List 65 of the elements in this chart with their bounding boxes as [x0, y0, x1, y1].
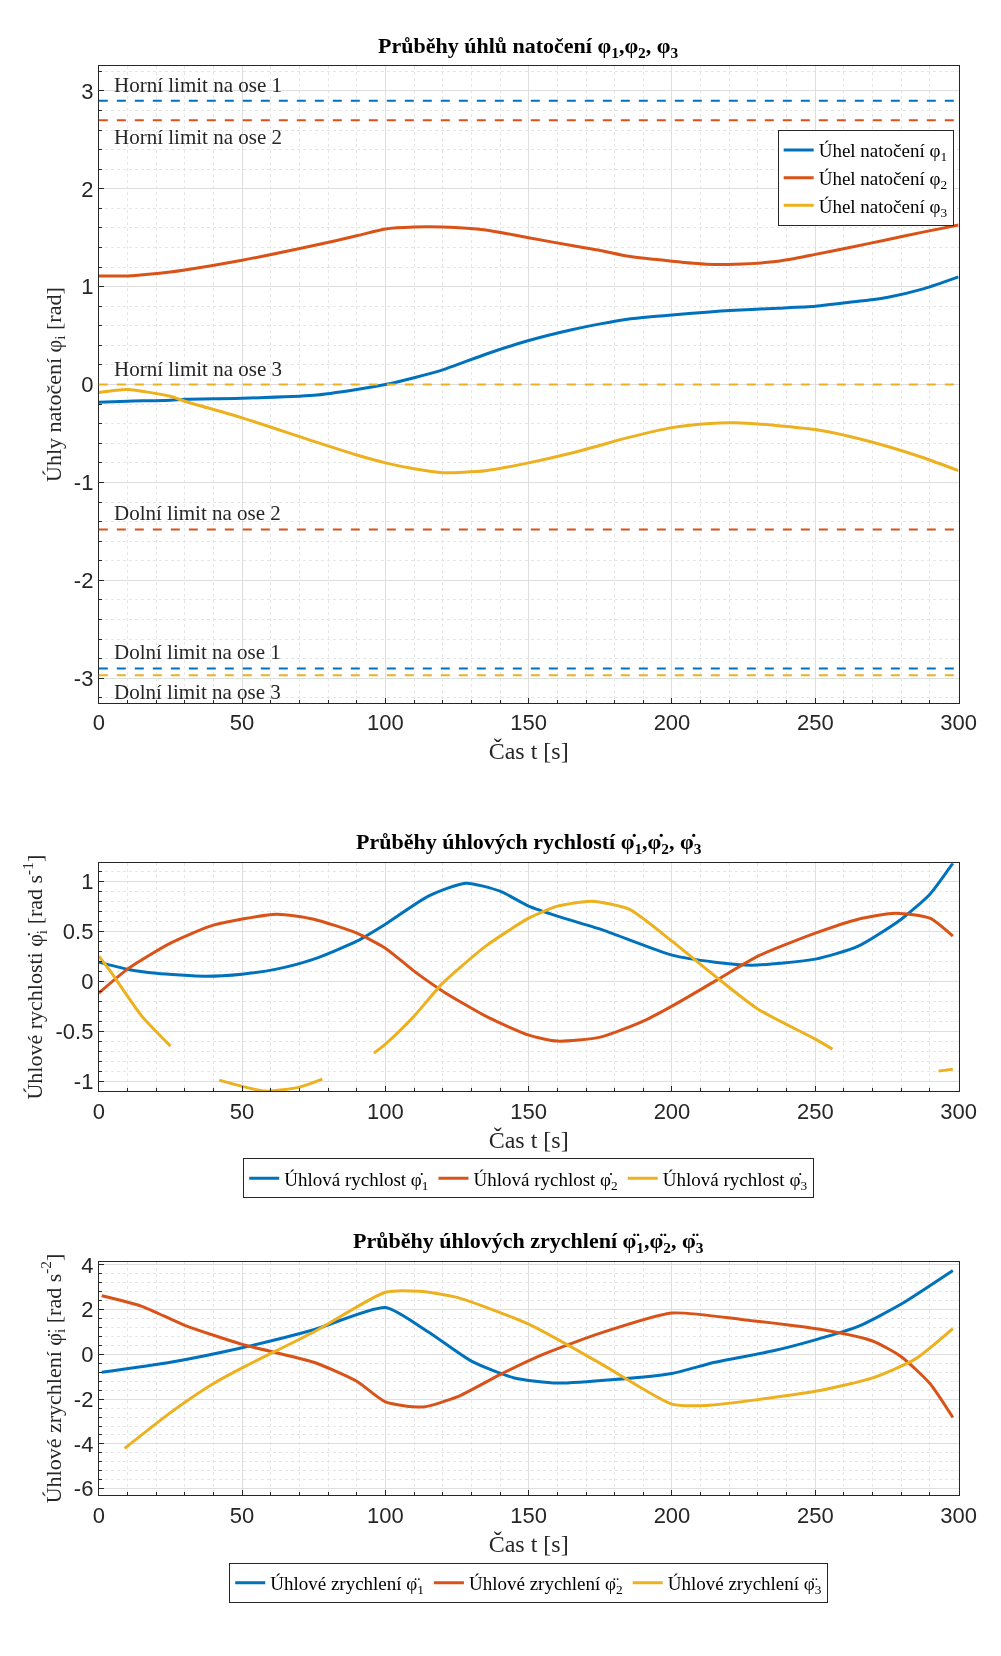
x-tick-label: 200: [653, 710, 691, 736]
ref-line-label: Dolní limit na ose 2: [114, 501, 281, 525]
line-series: [123, 1289, 955, 1450]
y-tick-label: -1: [73, 470, 94, 496]
x-tick-label: 100: [367, 1502, 404, 1528]
ref-line-label: Dolní limit na ose 3: [114, 680, 281, 704]
x-tick-label: 100: [367, 1098, 404, 1124]
x-tick-label: 150: [510, 1098, 548, 1124]
legend-label: Úhlové zrychlení φ̈$_{1}$: [270, 1573, 424, 1598]
x-tick-label: 150: [510, 710, 548, 736]
y-tick-label: 3: [81, 78, 94, 104]
y-tick-label: 0.5: [62, 918, 94, 944]
x-tick-label: 50: [229, 1502, 255, 1528]
line-series: [98, 387, 959, 475]
line-series: [100, 1269, 955, 1385]
y-tick-label: -3: [73, 665, 94, 691]
x-tick-label: 150: [510, 1502, 548, 1528]
y-tick-label: 1: [81, 274, 94, 300]
x-tick-label: 300: [940, 1098, 977, 1124]
x-tick-label: 50: [229, 1098, 255, 1124]
x-axis-title: Čas t [s]: [488, 1126, 569, 1153]
legend-label: Úhlová rychlost φ̇$_{1}$: [284, 1168, 429, 1193]
legend-label: Úhlové zrychlení φ̈$_{2}$: [468, 1573, 623, 1598]
y-tick-label: 4: [81, 1252, 94, 1278]
line-series: [98, 911, 955, 1043]
y-tick-label: -2: [73, 568, 94, 594]
legend-label: Úhlová rychlost φ̇$_{3}$: [662, 1168, 808, 1193]
x-tick-label: 200: [653, 1502, 691, 1528]
x-tick-label: 250: [796, 710, 834, 736]
y-tick-label: -6: [73, 1476, 94, 1502]
y-tick-label: -0.5: [55, 1018, 94, 1044]
y-tick-label: -1: [73, 1068, 94, 1094]
ref-line-label: Horní limit na ose 3: [114, 357, 282, 381]
chart-title: Průběhy úhlů natočení φ$_{1}$,φ$_{2}$, φ$_{3}$: [378, 33, 679, 61]
y-tick-label: -4: [73, 1431, 94, 1457]
legend-label: Úhel natočení φ$_{3}$: [818, 195, 948, 220]
ref-line-label: Horní limit na ose 1: [114, 73, 282, 97]
x-tick-label: 50: [229, 710, 255, 736]
x-tick-label: 250: [796, 1098, 834, 1124]
line-series: [100, 1294, 955, 1420]
legend-label: Úhel natočení φ$_{1}$: [818, 140, 948, 165]
x-axis-title: Čas t [s]: [488, 738, 569, 765]
line-series: [98, 275, 959, 404]
x-axis-title: Čas t [s]: [488, 1531, 569, 1558]
line-series: [98, 863, 955, 978]
legend-label: Úhlové zrychlení φ̈$_{3}$: [667, 1573, 822, 1598]
y-tick-label: -2: [73, 1386, 94, 1412]
x-tick-label: 200: [653, 1098, 691, 1124]
y-tick-label: 0: [81, 968, 94, 994]
y-tick-label: 0: [81, 1342, 94, 1368]
legend-label: Úhlová rychlost φ̇$_{2}$: [473, 1168, 618, 1193]
y-tick-label: 2: [81, 176, 94, 202]
y-tick-label: 2: [81, 1297, 94, 1323]
x-tick-label: 100: [367, 710, 404, 736]
y-tick-label: 1: [81, 868, 94, 894]
line-series: [98, 223, 959, 278]
x-tick-label: 300: [940, 1502, 977, 1528]
chart-title: Průběhy úhlových zrychlení φ̈$_{1}$,φ̈$_{2}$, φ̈$_{3}$: [353, 1228, 704, 1256]
ref-line-label: Dolní limit na ose 1: [114, 640, 281, 664]
legend-label: Úhel natočení φ$_{2}$: [818, 168, 948, 193]
chart-title: Průběhy úhlových rychlostí φ̇$_{1}$,φ̇$_{2}$, φ̇$_{3}$: [356, 829, 702, 857]
x-tick-label: 250: [796, 1502, 834, 1528]
ref-line-label: Horní limit na ose 2: [114, 125, 282, 149]
y-tick-label: 0: [81, 372, 94, 398]
x-tick-label: 300: [940, 710, 977, 736]
